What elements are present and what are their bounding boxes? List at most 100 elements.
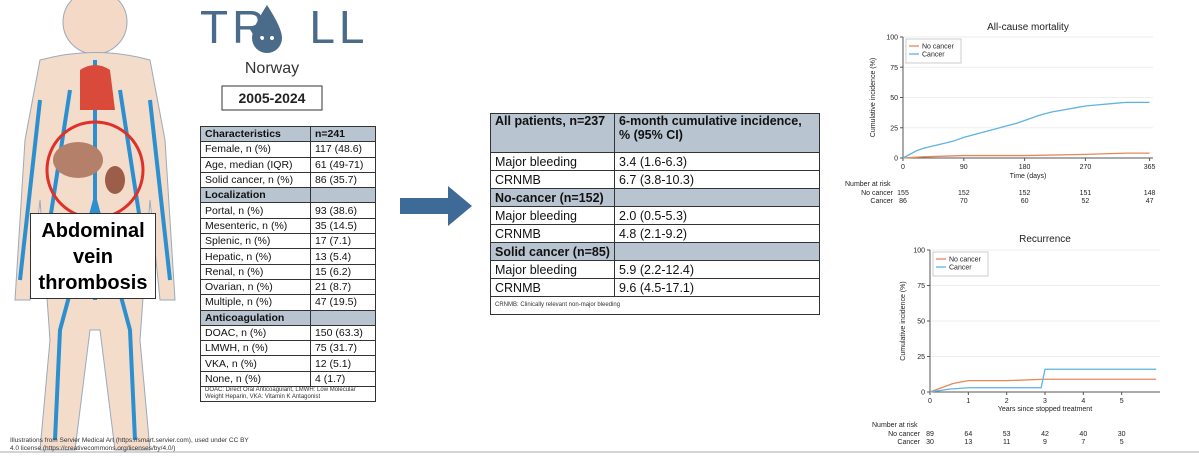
- logo-drop: [252, 5, 282, 53]
- section-title: No-cancer (n=152): [490, 188, 615, 207]
- y-axis-label: Cumulative incidence (%): [870, 58, 877, 137]
- y-tick-label: 75: [890, 65, 898, 72]
- subtitle: Norway: [244, 60, 300, 77]
- cell: Mesenteric, n (%): [200, 217, 311, 235]
- cell: VKA, n (%): [200, 355, 311, 372]
- risk-row-name: Cancer: [897, 439, 920, 446]
- logo: TR LL: [200, 0, 369, 54]
- legend-label: No cancer: [922, 44, 955, 51]
- x-tick-label: 90: [960, 164, 968, 171]
- illustration-label: Abdominal vein thrombosis: [30, 213, 156, 299]
- x-tick-label: 270: [1080, 164, 1092, 171]
- cell: Ovarian, n (%): [200, 278, 311, 296]
- row: Portal, n (%) 93 (38.6): [200, 202, 377, 219]
- table: All patients, n=237 6-month cumulative in…: [490, 113, 821, 315]
- cell: None, n (%): [200, 370, 311, 388]
- risk-value: 152: [1019, 190, 1031, 197]
- section-filler: [613, 242, 821, 261]
- header-cell: 6-month cumulative incidence, % (95% CI): [613, 113, 821, 153]
- risk-value: 60: [1021, 198, 1029, 205]
- cell: 2.0 (0.5-5.3): [613, 206, 821, 225]
- risk-value: 89: [926, 431, 934, 438]
- cell: 61 (49-71): [309, 156, 377, 173]
- x-tick-label: 365: [1144, 164, 1156, 171]
- cell: 4.8 (2.1-9.2): [613, 224, 821, 243]
- cell: Female, n (%): [200, 141, 311, 158]
- section-filler: [613, 188, 821, 207]
- y-tick-label: 50: [917, 319, 925, 326]
- legend-box: [905, 38, 962, 64]
- x-tick-label: 180: [1019, 164, 1031, 171]
- risk-value: 30: [1118, 431, 1126, 438]
- x-axis-label: Time (days): [1010, 173, 1047, 180]
- series-line: [902, 152, 1150, 159]
- row: VKA, n (%) 12 (5.1): [200, 355, 377, 372]
- credit: Illustrations from Servier Medical Art (…: [10, 437, 249, 452]
- cell: CRNMB: [490, 224, 615, 243]
- risk-row-name: No cancer: [888, 431, 921, 438]
- cell: Multiple, n (%): [200, 294, 311, 311]
- risk-value: 155: [897, 190, 909, 197]
- risk-value: 52: [1082, 198, 1090, 205]
- risk-title: Number at risk: [845, 181, 891, 188]
- row: Age, median (IQR) 61 (49-71): [200, 156, 377, 173]
- row: Major bleeding 2.0 (0.5-5.3): [490, 206, 821, 225]
- cell: Portal, n (%): [200, 202, 311, 219]
- row: CRNMB 6.7 (3.8-10.3): [490, 170, 821, 189]
- chart-title: All-cause mortality: [987, 22, 1069, 33]
- section-filler: [309, 187, 377, 204]
- section-title: Solid cancer (n=85): [490, 242, 615, 261]
- legend-label: No cancer: [949, 257, 982, 264]
- risk-value: 13: [964, 439, 972, 446]
- row: LMWH, n (%) 75 (31.7): [200, 340, 377, 357]
- x-tick-label: 1: [966, 398, 970, 405]
- section-row: Localization: [200, 187, 377, 204]
- cell: 35 (14.5): [309, 217, 377, 235]
- risk-value: 47: [1146, 198, 1154, 205]
- footnote: DOAC: Direct Oral Anticoagulant, LMWH: L…: [200, 386, 376, 403]
- risk-value: 64: [964, 431, 972, 438]
- cell: 47 (19.5): [309, 294, 377, 311]
- risk-row-name: No cancer: [861, 190, 894, 197]
- row: Multiple, n (%) 47 (19.5): [200, 294, 377, 311]
- section-filler: [309, 309, 377, 326]
- series-line: [929, 378, 1157, 393]
- x-tick-label: 4: [1081, 398, 1085, 405]
- cell: 13 (5.4): [309, 248, 377, 265]
- table: Characteristics n=241 Female, n (%) 117 (48…: [200, 125, 377, 403]
- header-row: Characteristics n=241: [200, 125, 377, 143]
- cell: Hepatic, n (%): [200, 248, 311, 265]
- y-tick-label: 0: [894, 156, 898, 163]
- risk-value: 5: [1120, 439, 1124, 446]
- y-tick-label: 0: [921, 390, 925, 397]
- row: Renal, n (%) 15 (6.2): [200, 263, 377, 280]
- cell: Major bleeding: [490, 152, 615, 171]
- row: Splenic, n (%) 17 (7.1): [200, 233, 377, 250]
- cell: Age, median (IQR): [200, 156, 311, 173]
- cell: CRNMB: [490, 170, 615, 189]
- risk-row-name: Cancer: [870, 198, 893, 205]
- x-tick-label: 2: [1005, 398, 1009, 405]
- arrow: [400, 186, 472, 226]
- legend-label: Cancer: [922, 52, 945, 59]
- section-row: No-cancer (n=152): [490, 188, 821, 207]
- cell: Splenic, n (%): [200, 233, 311, 250]
- risk-value: 151: [1080, 190, 1092, 197]
- y-tick-label: 75: [917, 283, 925, 290]
- x-tick-label: 0: [901, 164, 905, 171]
- period-box: [221, 85, 323, 111]
- row: Mesenteric, n (%) 35 (14.5): [200, 217, 377, 235]
- row: Hepatic, n (%) 13 (5.4): [200, 248, 377, 265]
- cell: 75 (31.7): [309, 340, 377, 357]
- x-axis-label: Years since stopped treatment: [998, 406, 1092, 413]
- row: CRNMB 4.8 (2.1-9.2): [490, 224, 821, 243]
- legend-box: [932, 251, 989, 277]
- risk-value: 30: [926, 439, 934, 446]
- x-tick-label: 3: [1043, 398, 1047, 405]
- cell: Renal, n (%): [200, 263, 311, 280]
- header-cell: Characteristics: [200, 125, 311, 143]
- row: Major bleeding 3.4 (1.6-6.3): [490, 152, 821, 171]
- chart-title: Recurrence: [1019, 234, 1071, 245]
